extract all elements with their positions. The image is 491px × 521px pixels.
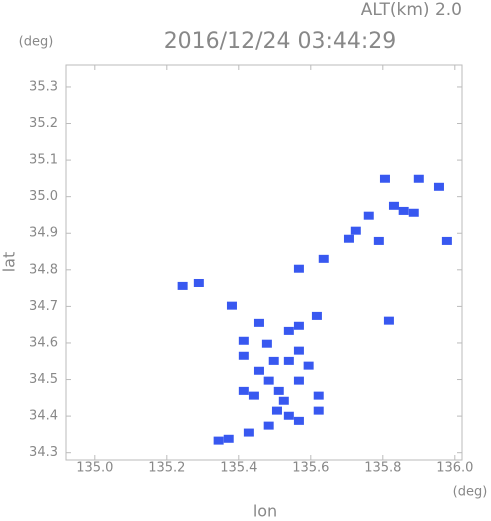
echo-point [433, 182, 444, 191]
x-axis-label: lon [253, 502, 277, 521]
echo-point [278, 396, 289, 405]
echo-point [388, 201, 399, 210]
echo-point [311, 311, 322, 320]
echo-point [293, 416, 304, 425]
y-tick-label: 34.6 [29, 335, 58, 350]
echo-point [373, 236, 384, 245]
echo-point [253, 366, 264, 375]
echo-point [253, 318, 264, 327]
x-tick-label: 135.0 [76, 461, 113, 476]
echo-point [350, 226, 361, 235]
y-tick-label: 35.2 [29, 116, 58, 131]
echo-point [283, 326, 294, 335]
echo-point [238, 351, 249, 360]
echo-point [283, 356, 294, 365]
echo-point [243, 428, 254, 437]
y-tick-label: 34.5 [29, 372, 58, 387]
echo-point [293, 376, 304, 385]
y-unit: (deg) [19, 35, 54, 50]
echo-point [293, 264, 304, 273]
echo-point [441, 236, 452, 245]
y-tick-label: 34.4 [29, 409, 58, 424]
echo-point [268, 356, 279, 365]
y-tick-label: 34.9 [29, 226, 58, 241]
echo-point [343, 234, 354, 243]
echo-point [413, 174, 424, 183]
echo-point [293, 321, 304, 330]
echo-point [379, 174, 390, 183]
y-tick-label: 34.8 [29, 262, 58, 277]
x-tick-label: 135.8 [364, 461, 401, 476]
chart-title: 2016/12/24 03:44:29 [164, 29, 397, 54]
x-tick-label: 135.2 [148, 461, 185, 476]
echo-point [293, 346, 304, 355]
y-tick-label: 35.0 [29, 189, 58, 204]
echo-point [303, 361, 314, 370]
x-unit: (deg) [453, 485, 488, 500]
echo-point [313, 391, 324, 400]
y-tick-label: 35.1 [29, 153, 58, 168]
echo-point [313, 406, 324, 415]
echo-point [238, 386, 249, 395]
plot-frame [65, 64, 463, 461]
echo-point [398, 206, 409, 215]
echo-point [283, 411, 294, 420]
y-axis-label: lat [0, 252, 19, 273]
echo-point [271, 406, 282, 415]
echo-point [363, 211, 374, 220]
echo-point [226, 301, 237, 310]
echo-point [238, 336, 249, 345]
echo-point [383, 316, 394, 325]
x-tick-label: 135.4 [220, 461, 257, 476]
echo-point [263, 421, 274, 430]
y-tick-label: 35.3 [29, 79, 58, 94]
echo-point [213, 436, 224, 445]
echo-point [193, 278, 204, 287]
y-tick-label: 34.7 [29, 299, 58, 314]
echo-point [261, 339, 272, 348]
echo-point [408, 208, 419, 217]
altitude-label: ALT(km) 2.0 [361, 0, 462, 20]
echo-point [177, 281, 188, 290]
echo-point [273, 386, 284, 395]
echo-point [223, 434, 234, 443]
y-tick-label: 34.3 [29, 445, 58, 460]
x-tick-label: 135.6 [292, 461, 329, 476]
echo-point [318, 254, 329, 263]
echo-point [263, 376, 274, 385]
echo-point [248, 391, 259, 400]
x-tick-label: 136.0 [436, 461, 473, 476]
